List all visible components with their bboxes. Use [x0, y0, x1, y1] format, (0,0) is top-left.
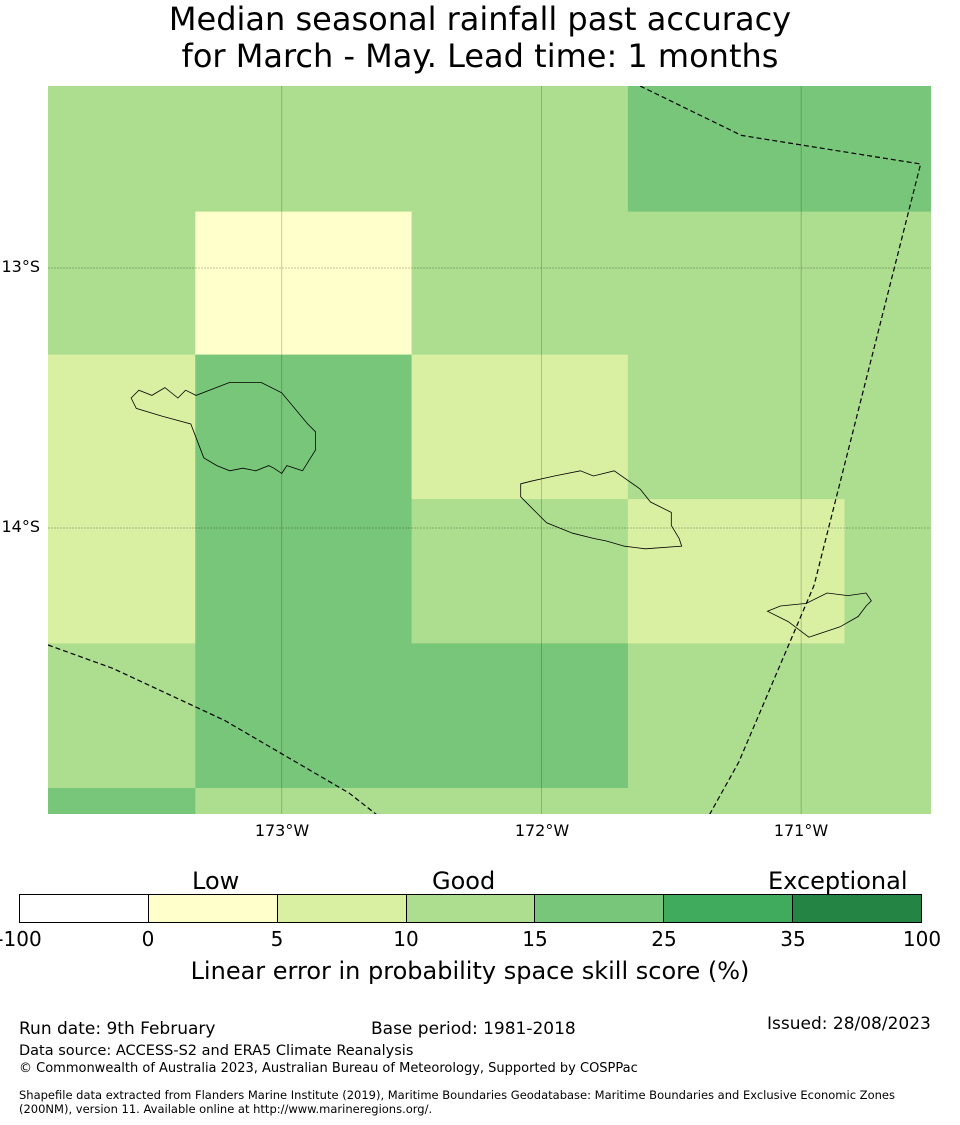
skill-cell [844, 788, 931, 814]
skill-cell [627, 643, 846, 789]
lat-label-14s: 14°S [1, 517, 40, 536]
legend-tick: 100 [902, 927, 942, 951]
legend-swatch [20, 895, 149, 922]
legend-swatch [535, 895, 665, 922]
island-outline [520, 470, 683, 550]
legend-tick: 15 [522, 927, 548, 951]
eez-boundary-line [639, 86, 922, 814]
map-gridlines [48, 86, 931, 814]
lon-label-171w: 171°W [773, 821, 829, 840]
skill-cell [844, 499, 931, 644]
skill-cell [48, 211, 196, 356]
skill-cell [195, 86, 413, 213]
skill-cell [48, 643, 196, 789]
skill-cell [195, 499, 413, 644]
shapefile-credit-line-1: Shapefile data extracted from Flanders M… [19, 1088, 895, 1102]
legend-tick: 35 [780, 927, 806, 951]
skill-cell [195, 354, 413, 500]
skill-cell [195, 211, 413, 356]
legend-colorbar [19, 894, 922, 923]
skill-cell [48, 788, 196, 814]
maritime-boundaries [48, 86, 922, 814]
copyright-text: © Commonwealth of Australia 2023, Austra… [19, 1061, 638, 1076]
run-date-text: Run date: 9th February [19, 1019, 216, 1039]
legend-category-low: Low [192, 867, 240, 895]
skill-cell [411, 788, 629, 814]
legend-tick: 5 [270, 927, 284, 951]
skill-cell [627, 788, 846, 814]
eez-boundary-line [48, 644, 377, 814]
legend-tick: 0 [141, 927, 155, 951]
legend-swatch [793, 895, 922, 922]
skill-cell [627, 86, 846, 213]
legend-swatch [664, 895, 794, 922]
shapefile-credit-line-2: (200NM), version 11. Available online at… [19, 1102, 433, 1116]
legend-tick: 10 [393, 927, 419, 951]
legend-category-good: Good [432, 867, 496, 895]
skill-cell [844, 354, 931, 500]
skill-cell [48, 499, 196, 644]
skill-grid-cells [48, 86, 931, 814]
skill-cell [627, 211, 846, 356]
legend-swatch [406, 895, 536, 922]
skill-cell [48, 86, 196, 213]
skill-map [48, 86, 931, 814]
legend-tick: 25 [651, 927, 677, 951]
skill-cell [844, 643, 931, 789]
skill-cell [411, 643, 629, 789]
skill-cell [195, 788, 413, 814]
skill-cell [627, 499, 846, 644]
base-period-text: Base period: 1981-2018 [371, 1019, 576, 1039]
skill-cell [627, 354, 846, 500]
legend-swatch [277, 895, 407, 922]
lon-label-172w: 172°W [514, 821, 570, 840]
issued-date-text: Issued: 28/08/2023 [767, 1014, 931, 1034]
skill-cell [195, 643, 413, 789]
legend-category-exceptional: Exceptional [768, 867, 908, 895]
skill-cell [411, 499, 629, 644]
data-source-text: Data source: ACCESS-S2 and ERA5 Climate … [19, 1043, 414, 1059]
skill-cell [411, 86, 629, 213]
legend-axis-label: Linear error in probability space skill … [190, 957, 750, 985]
skill-cell [844, 211, 931, 356]
lon-label-173w: 173°W [254, 821, 310, 840]
skill-cell [411, 211, 629, 356]
map-title-line-1: Median seasonal rainfall past accuracy [168, 0, 792, 38]
lat-label-13s: 13°S [1, 257, 40, 276]
legend-tick: -100 [0, 927, 42, 951]
island-outline [130, 381, 316, 474]
skill-cell [844, 86, 931, 213]
skill-cell [411, 354, 629, 500]
legend-swatch [148, 895, 278, 922]
map-title-line-2: for March - May. Lead time: 1 months [181, 37, 779, 75]
skill-cell [48, 354, 196, 500]
